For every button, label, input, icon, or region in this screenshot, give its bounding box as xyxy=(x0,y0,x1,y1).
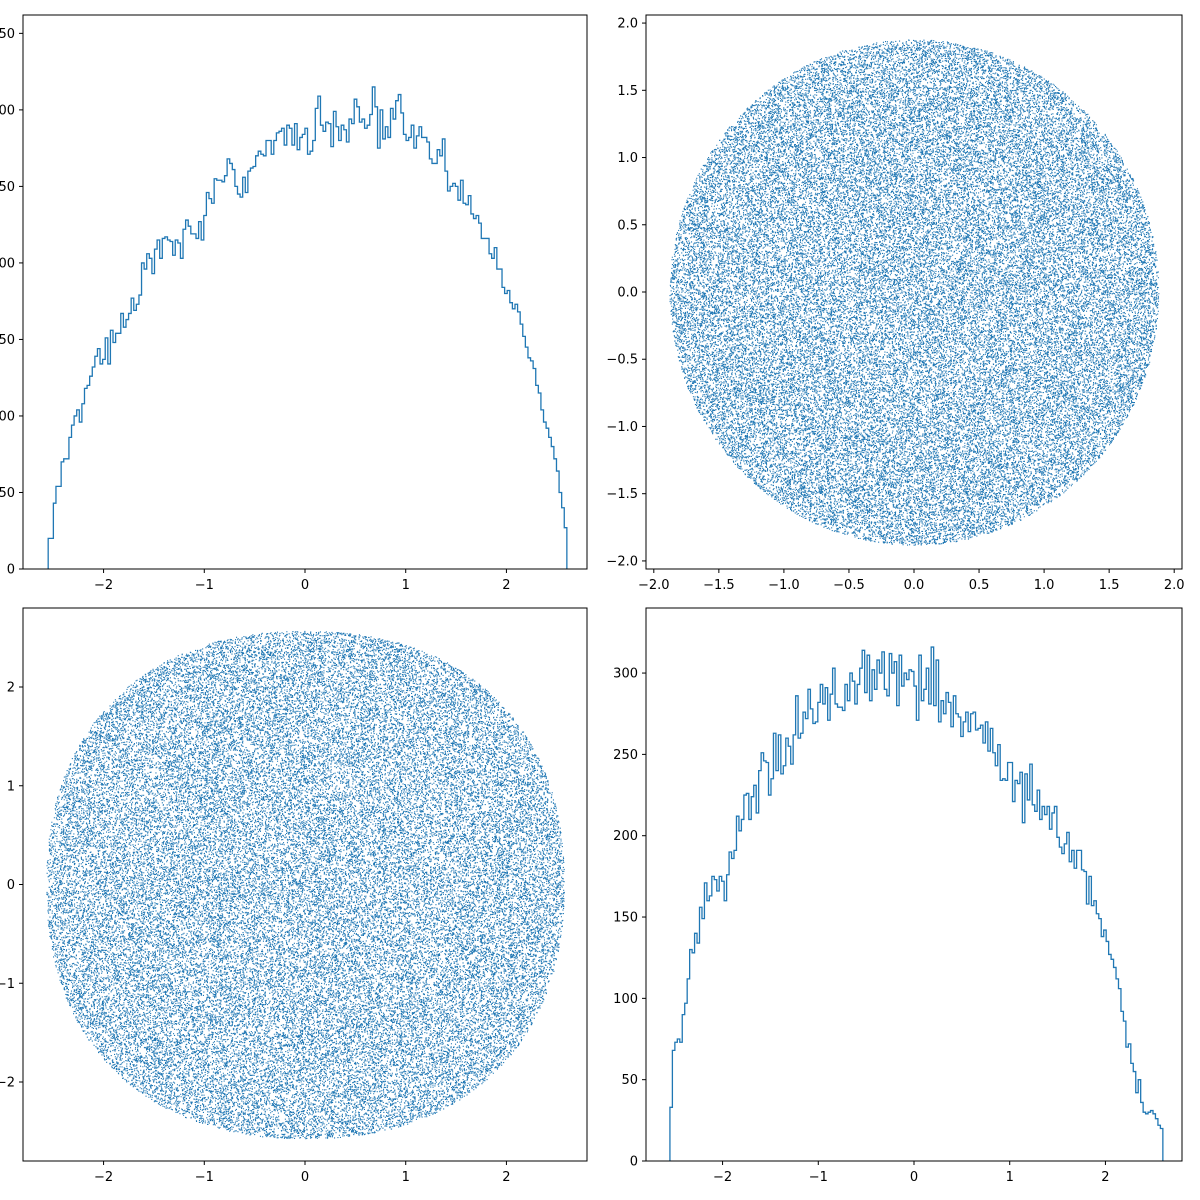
panel-bottom-right-histogram: −2 −1 0 1 2 0 50 100 150 200 250 300 xyxy=(613,607,1183,1185)
y-tick-label: 50 xyxy=(0,486,15,501)
x-tick-label: −1 xyxy=(195,578,214,593)
y-tick-label: 300 xyxy=(613,667,638,682)
x-tick-label: 2.0 xyxy=(1164,578,1185,593)
plot-area xyxy=(669,39,1160,546)
plot-area xyxy=(46,630,565,1140)
x-tick-label: 1.5 xyxy=(1099,578,1120,593)
x-tick-label: 0 xyxy=(301,1170,309,1185)
y-tick-label: −1 xyxy=(0,977,15,992)
plot-area xyxy=(669,646,1164,1161)
x-tick-label: −2 xyxy=(94,1170,113,1185)
x-tick-label: −2 xyxy=(94,578,113,593)
y-tick-label: 2 xyxy=(7,681,15,696)
x-tick-label: 0.5 xyxy=(969,578,990,593)
y-tick-label: 0 xyxy=(630,1155,638,1170)
x-tick-label: 0 xyxy=(910,1170,918,1185)
y-tick-label: 250 xyxy=(0,180,15,195)
x-tick-label: −1.0 xyxy=(768,578,800,593)
y-tick-label: 50 xyxy=(621,1073,638,1088)
y-tick-label: 200 xyxy=(0,256,15,271)
y-tick-label: 150 xyxy=(0,333,15,348)
scatter-points xyxy=(669,39,1160,546)
plot-area xyxy=(47,86,568,569)
y-tick-label: 350 xyxy=(0,27,15,42)
x-tick-label: −1 xyxy=(195,1170,214,1185)
x-tick-label: 1 xyxy=(402,1170,410,1185)
y-tick-label: 150 xyxy=(613,911,638,926)
y-tick-label: 200 xyxy=(613,829,638,844)
y-tick-label: 0 xyxy=(7,563,15,578)
x-tick-label: 1 xyxy=(1006,1170,1014,1185)
panel-bottom-left-scatter: −2 −1 0 1 2 −2 −1 0 1 2 xyxy=(0,607,588,1185)
x-tick-label: 0 xyxy=(301,578,309,593)
x-tick-label: −2 xyxy=(713,1170,732,1185)
y-tick-label: 1 xyxy=(7,779,15,794)
y-tick-label: −1.0 xyxy=(606,420,638,435)
y-tick-label: 300 xyxy=(0,103,15,118)
y-tick-label: 100 xyxy=(613,992,638,1007)
y-tick-label: −2.0 xyxy=(606,554,638,569)
x-tick-label: 1 xyxy=(402,578,410,593)
histogram-step-line xyxy=(47,86,568,569)
y-tick-label: 0.5 xyxy=(617,218,638,233)
scatter-points xyxy=(46,630,565,1140)
y-tick-label: 100 xyxy=(0,409,15,424)
panel-top-left-histogram: −2 −1 0 1 2 0 50 100 150 200 250 300 350 xyxy=(0,14,588,593)
x-tick-label: −2.0 xyxy=(638,578,670,593)
x-tick-label: 1.0 xyxy=(1034,578,1055,593)
x-tick-label: 2 xyxy=(1101,1170,1109,1185)
axes-frame xyxy=(22,14,588,570)
x-tick-label: −0.5 xyxy=(833,578,865,593)
histogram-step-line xyxy=(669,646,1164,1161)
y-tick-label: 0 xyxy=(7,878,15,893)
y-tick-label: 0.0 xyxy=(617,286,638,301)
y-tick-label: 1.5 xyxy=(617,84,638,99)
y-tick-label: −0.5 xyxy=(606,353,638,368)
x-tick-label: 2 xyxy=(502,1170,510,1185)
x-tick-label: 2 xyxy=(502,578,510,593)
y-tick-label: 1.0 xyxy=(617,151,638,166)
y-tick-label: 2.0 xyxy=(617,17,638,32)
x-tick-label: 0.0 xyxy=(904,578,925,593)
y-tick-label: −2 xyxy=(0,1076,15,1091)
y-tick-label: 250 xyxy=(613,748,638,763)
y-tick-label: −1.5 xyxy=(606,487,638,502)
x-tick-label: −1 xyxy=(809,1170,828,1185)
panel-top-right-scatter: −2.0 −1.5 −1.0 −0.5 0.0 0.5 1.0 1.5 2.0 −2.0 −1.5 −… xyxy=(606,14,1185,593)
x-tick-label: −1.5 xyxy=(703,578,735,593)
